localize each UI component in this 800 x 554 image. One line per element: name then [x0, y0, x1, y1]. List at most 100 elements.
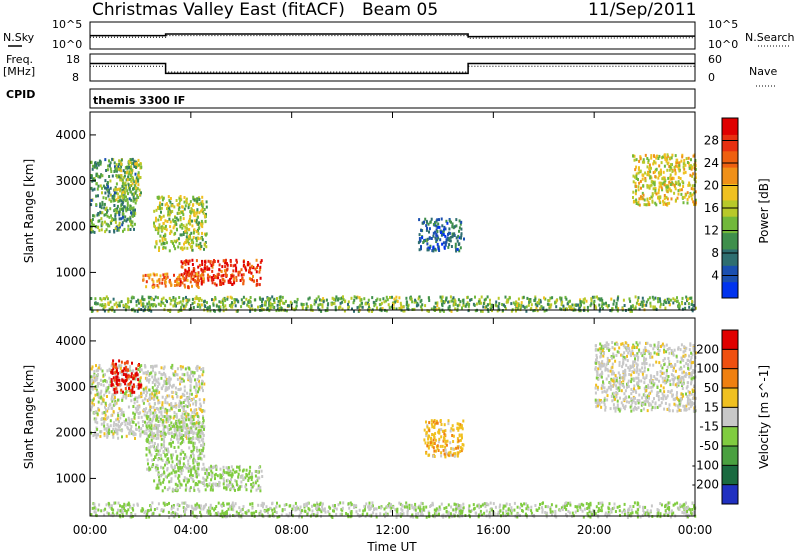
- power-cell: [223, 279, 226, 283]
- power-cell: [661, 177, 664, 181]
- power-cell: [657, 157, 660, 160]
- velocity-cell: [186, 426, 189, 430]
- velocity-heatmap: [90, 341, 697, 519]
- velocity-cell: [140, 391, 142, 395]
- velocity-cell: [250, 489, 253, 493]
- velocity-cell: [194, 469, 197, 473]
- power-cell: [671, 181, 674, 185]
- power-cell: [222, 282, 225, 286]
- velocity-cell: [167, 417, 170, 421]
- power-cell: [90, 174, 93, 178]
- power-cell: [648, 163, 651, 167]
- power-cell: [630, 307, 632, 311]
- power-cell: [181, 211, 184, 215]
- power-cell: [169, 302, 172, 306]
- power-cell: [217, 276, 220, 280]
- power-cell: [691, 309, 694, 313]
- velocity-cell: [124, 423, 127, 427]
- velocity-cell: [168, 486, 171, 490]
- power-cell: [275, 309, 278, 313]
- velocity-cell: [121, 378, 124, 382]
- power-cell: [635, 172, 638, 176]
- power-cell: [160, 206, 163, 210]
- power-cell: [673, 165, 676, 169]
- velocity-cell: [184, 367, 187, 371]
- velocity-cell: [159, 417, 162, 421]
- velocity-cell: [664, 401, 667, 405]
- velocity-cell: [160, 410, 163, 414]
- power-cell: [229, 295, 232, 299]
- power-cell: [443, 245, 446, 249]
- power-cell: [691, 193, 694, 197]
- power-cell: [182, 217, 185, 221]
- power-cell: [446, 221, 449, 225]
- power-cell: [101, 191, 103, 195]
- velocity-cell: [196, 483, 199, 487]
- power-cell: [639, 157, 642, 161]
- power-cell: [630, 305, 633, 309]
- velocity-cell: [123, 419, 126, 423]
- velocity-cell: [198, 448, 201, 452]
- power-cell: [102, 184, 105, 188]
- power-cell: [188, 298, 191, 302]
- power-cell: [155, 242, 158, 246]
- power-cell: [183, 283, 186, 287]
- power-cell: [115, 209, 118, 213]
- power-cell: [208, 267, 211, 271]
- velocity-cell: [197, 437, 199, 441]
- velocity-cell: [621, 403, 624, 407]
- velocity-cell: [163, 486, 166, 490]
- velocity-cell: [175, 431, 178, 435]
- velocity-cell: [653, 351, 656, 355]
- power-cell: [330, 303, 333, 307]
- power-cell: [168, 207, 171, 211]
- velocity-cell: [107, 430, 110, 434]
- power-cell: [647, 184, 650, 188]
- velocity-cell: [440, 435, 443, 439]
- velocity-cell: [117, 398, 119, 402]
- power-cell: [123, 174, 126, 178]
- velocity-cell: [176, 484, 179, 488]
- power-cell: [205, 232, 208, 236]
- velocity-cell: [112, 435, 115, 439]
- velocity-cell: [154, 433, 157, 437]
- velocity-cell: [211, 488, 214, 492]
- power-cell: [171, 204, 174, 208]
- velocity-cell: [109, 380, 112, 384]
- power-cell: [632, 190, 635, 194]
- velocity-cell: [144, 365, 147, 369]
- velocity-cell: [622, 344, 625, 347]
- velocity-cell: [146, 415, 149, 419]
- velocity-cell: [131, 369, 134, 373]
- velocity-cell: [97, 368, 100, 372]
- velocity-cell: [203, 478, 206, 482]
- power-cell: [115, 163, 118, 167]
- velocity-cell: [187, 462, 190, 466]
- velocity-cell: [133, 412, 136, 416]
- power-cell: [646, 157, 649, 160]
- velocity-cell: [117, 436, 120, 440]
- power-cell: [562, 306, 565, 310]
- velocity-cell: [187, 440, 190, 444]
- power-cell: [659, 172, 662, 176]
- power-cell: [636, 298, 639, 302]
- power-cell: [651, 199, 654, 203]
- power-cell: [648, 186, 651, 190]
- velocity-cell: [210, 473, 213, 477]
- power-cell: [232, 279, 235, 283]
- velocity-cell: [156, 464, 159, 468]
- power-cell: [247, 263, 249, 267]
- power-cell: [92, 223, 95, 227]
- power-cell: [425, 219, 428, 223]
- power-cell: [678, 163, 681, 167]
- velocity-cell: [667, 390, 670, 393]
- power-cell: [90, 297, 93, 300]
- power-cell: [164, 219, 167, 223]
- power-cell: [686, 191, 689, 195]
- velocity-cell: [432, 454, 435, 458]
- velocity-cell: [683, 408, 686, 411]
- power-cell: [252, 275, 254, 278]
- power-cell: [164, 238, 167, 242]
- power-cell: [126, 201, 129, 205]
- power-cell: [131, 161, 134, 165]
